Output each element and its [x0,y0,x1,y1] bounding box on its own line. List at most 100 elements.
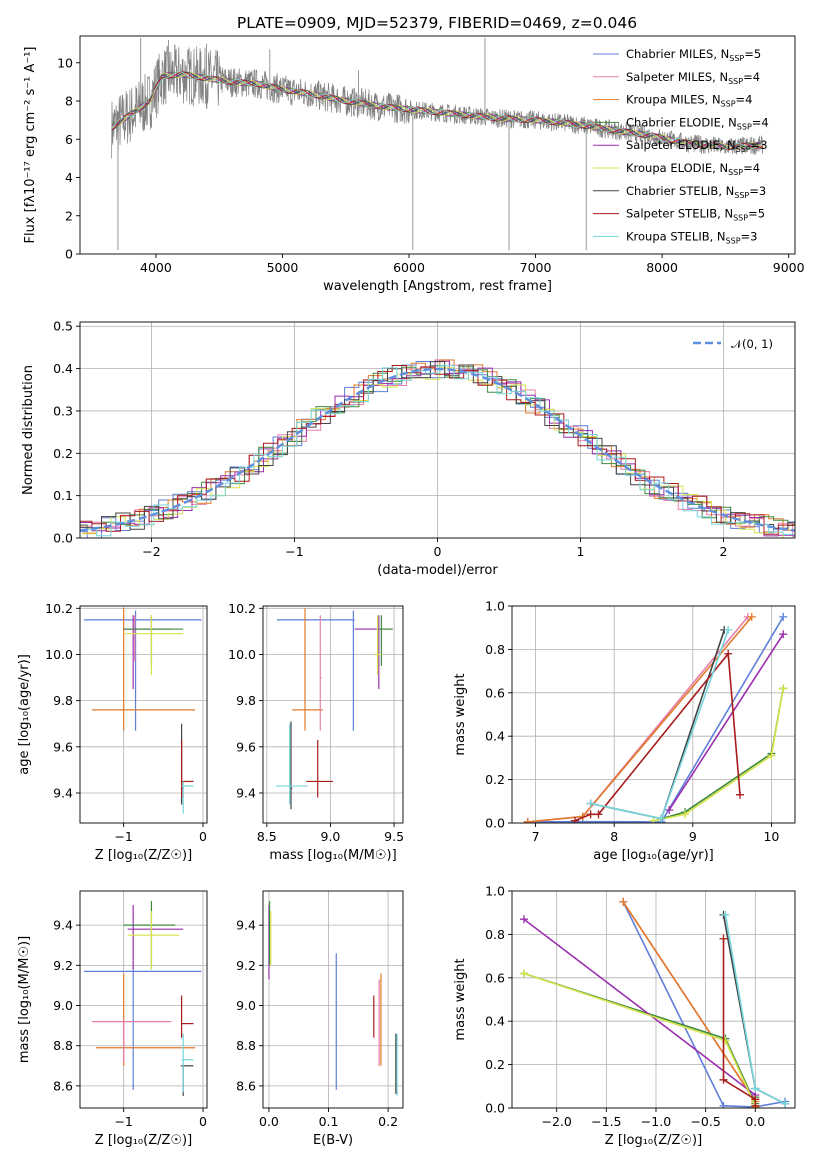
histogram-series [80,359,795,537]
legend-entry: Kroupa MILES, NSSP=4 [626,93,752,109]
x-tick-label: −2.0 [542,1114,572,1129]
x-tick-label: 0.0 [259,1114,279,1129]
y-tick-label: 0.6 [485,970,505,985]
weight-marker [767,751,776,760]
histogram-series [80,365,795,535]
figure-title: PLATE=0909, MJD=52379, FIBERID=0469, z=0… [237,14,637,32]
weight-marker [751,1084,760,1093]
legend: Chabrier MILES, NSSP=5 Salpeter MILES, NS… [593,47,769,245]
x-tick-label: 0.2 [378,1114,398,1129]
x-axis-label: Z [log₁₀(Z/Z☉)] [95,848,192,863]
x-tick-label: 0 [199,1114,207,1129]
plot-area-age_vs_Z [83,608,202,814]
y-tick-label: 8.6 [53,1078,73,1093]
errorbar-kroupa-elodie [127,911,180,970]
y-tick-label: 0.8 [485,642,505,657]
y-tick-label: 0.4 [485,729,505,744]
y-tick-label: 9.2 [53,958,73,973]
y-axis-label: mass [log₁₀(M/M☉)] [17,936,32,1063]
weight-marker [657,814,666,823]
y-tick-label: 1.0 [485,884,505,899]
x-tick-label: 2 [720,544,728,559]
weight-line [722,914,786,1105]
y-tick-label: 9.2 [236,958,256,973]
y-tick-label: 9.4 [236,785,256,800]
histogram-series [82,364,795,537]
weight-marker [724,625,733,634]
axes-weight_vs_age: 7 8 9 10 0.0 0.2 0.4 0.6 0.8 1.0 age [log₁₀(age/yr… [453,599,796,863]
axes-frame [79,890,208,1109]
weight-marker [586,810,595,819]
y-tick-label: 1.0 [485,599,505,614]
y-axis-label: Normed distribution [21,365,36,495]
errorbar-kroupa-elodie [123,615,184,676]
errorbar-salpeter-elodie [127,905,184,970]
weight-marker [719,1101,728,1108]
y-tick-label: 9.4 [53,785,73,800]
errorbar-kroupa-stelib [181,781,194,814]
weight-marker [594,810,603,819]
x-tick-label: 0 [199,829,207,844]
axes-weight_vs_Z: −2.0 −1.5 −1.0 −0.5 0.0 0.0 0.2 0.4 0.6 0.8 1.0 Z [… [453,884,796,1148]
errorbar-kroupa-miles [91,608,196,731]
y-tick-label: 10.0 [228,647,256,662]
y-tick-label: 6 [65,132,73,147]
plot-area-mass_vs_ebv [268,901,398,1096]
y-tick-label: 8 [65,94,73,109]
weight-line [668,633,784,811]
weight-marker [649,816,658,823]
y-tick-label: 8.6 [236,1078,256,1093]
axes-frame [79,605,208,824]
y-tick-label: 0 [65,247,73,262]
x-axis-label: Z [log₁₀(Z/Z☉)] [95,1133,192,1148]
errorbar-salpeter-miles [319,615,322,731]
weight-marker [779,630,788,639]
y-tick-label: 0.2 [485,1057,505,1072]
errorbar-kroupa-miles [292,608,323,731]
y-tick-label: 0.2 [485,772,505,787]
y-tick-label: 0.8 [485,927,505,942]
weight-line [590,629,726,820]
y-tick-label: 9.4 [236,918,256,933]
x-tick-label: −0.5 [690,1114,720,1129]
weight-marker [719,934,728,943]
x-tick-label: 8.5 [257,829,277,844]
legend-entry: Chabrier ELODIE, NSSP=4 [626,115,769,131]
weight-line [653,688,784,822]
x-tick-label: 4000 [140,260,172,275]
y-tick-label: 0.5 [53,319,73,334]
x-tick-label: 6000 [393,260,425,275]
y-tick-label: 0.3 [53,403,73,418]
histogram-series [80,361,795,538]
axes-age_vs_mass: 8.5 9.0 9.5 9.4 9.6 9.8 10.0 10.2 mass [log₁₀(M/… [228,601,404,863]
errorbar-salpeter-stelib [180,995,194,1038]
weight-line [722,938,757,1106]
x-tick-label: −1 [114,1114,132,1129]
axes-residual_hist: −2 −1 0 1 2 0.0 0.1 0.2 0.3 0.4 0.5 (data-model)/er… [21,319,796,578]
errorbar-salpeter-elodie [123,615,172,690]
legend-entry: Salpeter STELIB, NSSP=5 [626,207,765,223]
y-tick-label: 9.0 [236,998,256,1013]
weight-marker [735,790,744,799]
plot-area-mass_vs_Z [83,901,202,1096]
x-tick-label: 9.0 [321,829,341,844]
axes-mass_vs_ebv: 0.0 0.1 0.2 8.6 8.8 9.0 9.2 9.4 E(B-V) [236,890,404,1148]
plot-area-age_vs_mass [275,608,393,810]
weight-marker [519,915,528,924]
axes-frame [511,605,796,824]
weight-marker [519,969,528,978]
plot-area-weight_vs_age [523,612,788,823]
axes-spectrum: 4000 5000 6000 7000 8000 9000 0 2 4 6 8 10 wavelengt… [23,35,805,294]
weight-line [523,972,757,1107]
plot-area-spectrum [111,37,764,251]
legend-entry: Chabrier STELIB, NSSP=3 [626,184,766,200]
legend-entry: 𝒩(0, 1) [731,337,773,351]
axes-mass_vs_Z: −1 0 8.6 8.8 9.0 9.2 9.4 Z [log₁₀(Z/Z☉)] mass [l… [17,890,208,1148]
y-tick-label: 9.8 [53,693,73,708]
weight-marker [781,1099,790,1108]
y-tick-label: 0.4 [485,1014,505,1029]
y-axis-label: Flux [fλ10⁻¹⁷ erg cm⁻² s⁻¹ A⁻¹] [23,47,38,244]
errorbar-chabrier-elodie [378,615,393,667]
y-tick-label: 10.0 [45,647,73,662]
y-tick-label: 0.6 [485,685,505,700]
